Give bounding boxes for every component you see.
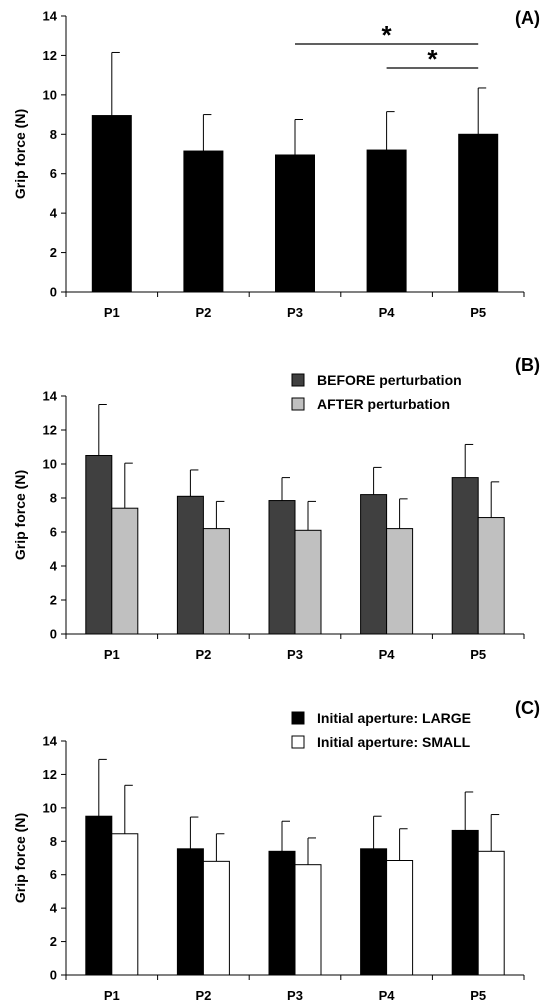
- bar-p2-s1: [176, 495, 204, 635]
- y-tick-label: 8: [50, 491, 57, 506]
- bar-p5-s1: [451, 829, 479, 976]
- bar-p5-s2: [477, 850, 505, 976]
- y-tick-label: 2: [50, 934, 57, 949]
- bar-p1-s1: [85, 455, 113, 635]
- bar-p3-s1: [268, 850, 296, 976]
- y-tick-label: 2: [50, 245, 57, 260]
- x-tick-label: P5: [470, 988, 486, 1002]
- bar-p2-s2: [202, 860, 230, 976]
- x-tick-label: P4: [379, 988, 396, 1002]
- x-tick-label: P1: [104, 988, 120, 1002]
- panel-label: (B): [515, 355, 540, 375]
- bar-p5-s2: [477, 517, 505, 635]
- bar-p2: [183, 150, 224, 293]
- y-tick-label: 4: [50, 206, 58, 221]
- bar-p4: [366, 149, 407, 293]
- y-tick-label: 6: [50, 867, 57, 882]
- x-tick-label: P5: [470, 647, 486, 662]
- bar-p3-s2: [294, 864, 322, 976]
- x-tick-label: P1: [104, 305, 120, 320]
- significance-star: *: [427, 44, 438, 74]
- x-tick-label: P2: [195, 988, 211, 1002]
- y-tick-label: 12: [43, 767, 57, 782]
- legend-label: Initial aperture: SMALL: [317, 734, 471, 750]
- y-tick-label: 4: [50, 559, 58, 574]
- y-tick-label: 6: [50, 166, 57, 181]
- y-axis-title: Grip force (N): [12, 470, 28, 560]
- bar-p1-s1: [85, 815, 113, 976]
- x-tick-label: P4: [379, 647, 396, 662]
- y-tick-label: 6: [50, 525, 57, 540]
- y-tick-label: 0: [50, 968, 57, 983]
- bar-p4-s1: [360, 494, 388, 635]
- panel-label: (A): [515, 8, 540, 28]
- y-tick-label: 14: [43, 389, 58, 404]
- y-tick-label: 4: [50, 901, 58, 916]
- bar-p2-s2: [202, 528, 230, 635]
- y-tick-label: 10: [43, 800, 57, 815]
- y-tick-label: 10: [43, 87, 57, 102]
- y-axis-title: Grip force (N): [12, 109, 28, 199]
- legend-label: Initial aperture: LARGE: [317, 710, 471, 726]
- legend-label: BEFORE perturbation: [317, 372, 462, 388]
- bar-p5-s1: [451, 477, 479, 635]
- panel-label: (C): [515, 698, 540, 718]
- bar-p3: [275, 154, 315, 293]
- bar-p2-s1: [176, 848, 204, 976]
- bar-p4-s1: [360, 848, 388, 976]
- bar-p4-s2: [386, 528, 414, 635]
- x-tick-label: P3: [287, 647, 303, 662]
- y-axis-title: Grip force (N): [12, 813, 28, 903]
- x-tick-label: P2: [195, 305, 211, 320]
- x-tick-label: P2: [195, 647, 211, 662]
- y-tick-label: 8: [50, 834, 57, 849]
- legend-label: AFTER perturbation: [317, 396, 450, 412]
- bar-p3-s2: [294, 529, 322, 635]
- bar-p1: [91, 115, 132, 293]
- x-tick-label: P1: [104, 647, 120, 662]
- bar-p4-s2: [386, 860, 414, 976]
- y-tick-label: 2: [50, 593, 57, 608]
- x-tick-label: P3: [287, 305, 303, 320]
- bar-p1-s2: [111, 507, 139, 635]
- bar-p1-s2: [111, 833, 139, 976]
- legend-swatch: [291, 711, 305, 725]
- bar-p3-s1: [268, 500, 296, 635]
- chart-panel-2: 0 2 4 6 8 10 12 14 P1 P2 P3 P4 P5 Grip force (N) (B) BE…: [12, 355, 540, 662]
- x-tick-label: P5: [470, 305, 486, 320]
- chart-panel-1: 0 2 4 6 8 10 12 14 P1 P2 P3 P4 P5 Grip force (N) (A) * *: [12, 8, 540, 320]
- y-tick-label: 0: [50, 285, 57, 300]
- y-tick-label: 14: [43, 734, 58, 749]
- y-tick-label: 8: [50, 127, 57, 142]
- legend-swatch: [291, 373, 305, 387]
- legend-swatch: [291, 735, 305, 749]
- x-tick-label: P3: [287, 988, 303, 1002]
- y-tick-label: 0: [50, 627, 57, 642]
- significance-star: *: [382, 20, 393, 50]
- x-tick-label: P4: [379, 305, 396, 320]
- y-tick-label: 10: [43, 457, 57, 472]
- y-tick-label: 12: [43, 48, 57, 63]
- legend-swatch: [291, 397, 305, 411]
- y-tick-label: 12: [43, 423, 57, 438]
- bar-p5: [458, 133, 499, 293]
- y-tick-label: 14: [43, 9, 58, 24]
